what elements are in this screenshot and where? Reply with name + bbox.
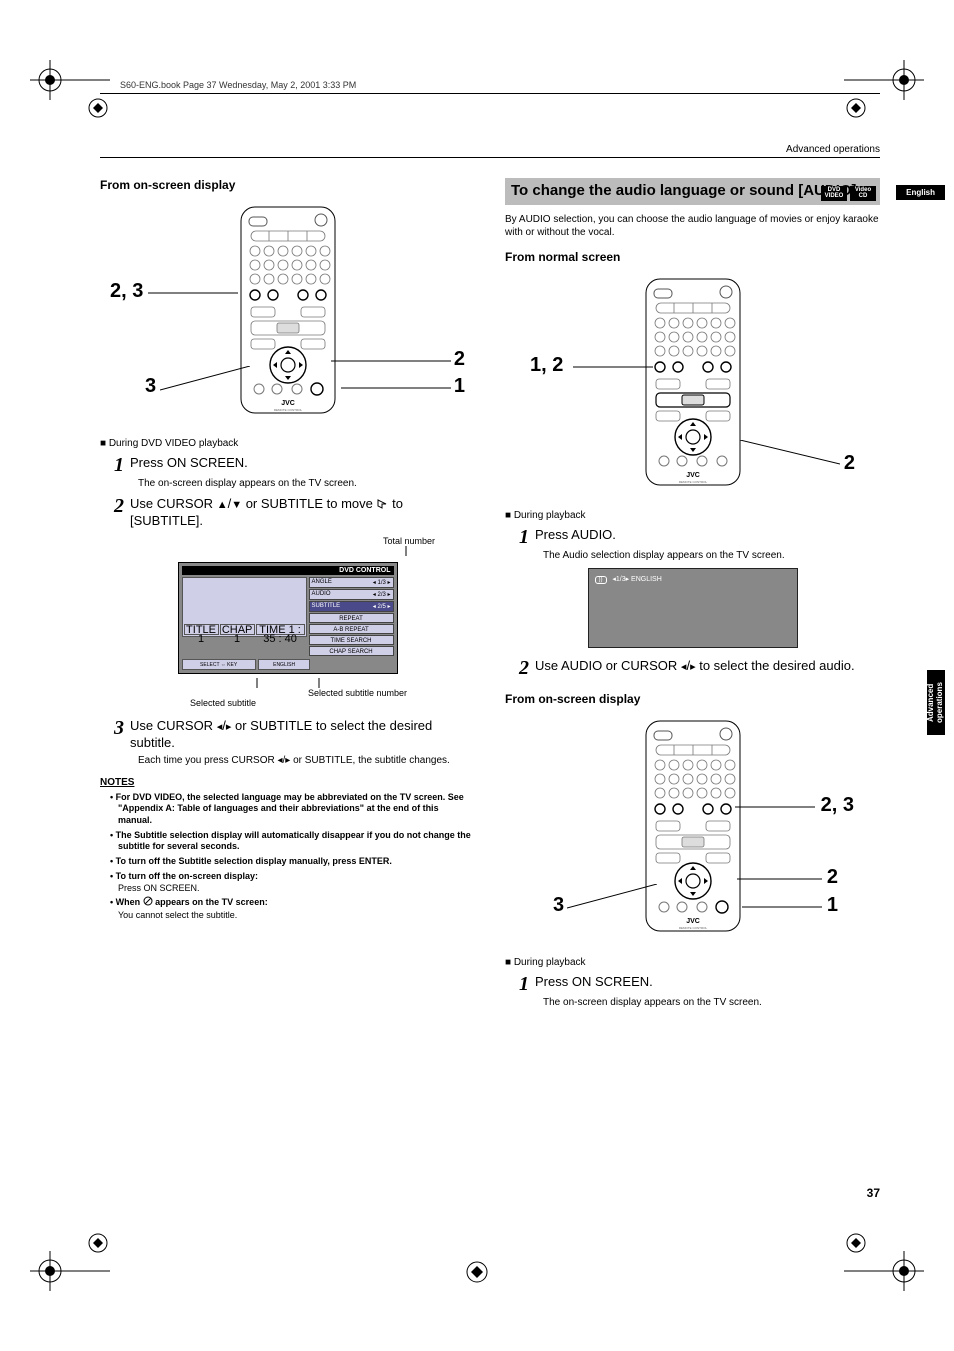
note: • When appears on the TV screen:: [110, 896, 475, 909]
note-sub: You cannot select the subtitle.: [118, 910, 475, 920]
video-cd-badge: Video CD: [850, 186, 876, 201]
book-header: S60-ENG.book Page 37 Wednesday, May 2, 2…: [100, 80, 880, 94]
remote-figure-3: JVC REMOTE CONTROL 2, 3 2 1 3: [505, 714, 880, 939]
svg-text:REMOTE CONTROL: REMOTE CONTROL: [678, 480, 707, 484]
callout: 1: [827, 894, 838, 917]
section-title: From on-screen display: [505, 692, 880, 706]
section-title: From on-screen display: [100, 178, 475, 192]
page-number: 37: [867, 1186, 880, 1200]
note: • To turn off the on-screen display:: [110, 871, 475, 883]
step-sub: The on-screen display appears on the TV …: [543, 996, 880, 1009]
running-head: Advanced operations: [100, 144, 880, 158]
note: • To turn off the Subtitle selection dis…: [110, 856, 475, 868]
right-column: To change the audio language or sound [A…: [505, 178, 880, 1015]
context-heading: ■ During playback: [505, 957, 880, 968]
step-1: 1 Press AUDIO.: [519, 527, 880, 547]
crop-mark: [462, 1257, 492, 1287]
step-number: 1: [519, 974, 529, 994]
osd-header: DVD CONTROL: [182, 566, 394, 575]
dvd-video-badge: DVD VIDEO: [821, 186, 847, 201]
callout: 3: [145, 375, 156, 398]
intro-text: By AUDIO selection, you can choose the a…: [505, 213, 880, 240]
note: • The Subtitle selection display will au…: [110, 830, 475, 853]
svg-text:JVC: JVC: [686, 472, 700, 479]
audio-osd: )) ◂1/3▸ ENGLISH: [588, 568, 798, 648]
note: • For DVD VIDEO, the selected language m…: [110, 792, 475, 827]
left-column: From on-screen display: [100, 178, 475, 1015]
callout: 1: [454, 375, 465, 398]
note-sub: Press ON SCREEN.: [118, 883, 475, 893]
section-title: From normal screen: [505, 250, 880, 264]
remote-figure-1: JVC REMOTE CONTROL 2, 3 3 2 1: [100, 200, 475, 420]
callout: 2: [827, 866, 838, 889]
svg-text:REMOTE CONTROL: REMOTE CONTROL: [678, 926, 707, 930]
step-2: 2 Use CURSOR ▲/▼ or SUBTITLE to move to …: [114, 496, 475, 530]
step-text: Press ON SCREEN.: [535, 974, 653, 991]
step-1: 1 Press ON SCREEN.: [114, 455, 475, 475]
feature-title: To change the audio language or sound [A…: [505, 178, 880, 205]
callout: 3: [553, 894, 564, 917]
crop-mark: [844, 1231, 924, 1291]
step-1b: 1 Press ON SCREEN.: [519, 974, 880, 994]
step-number: 3: [114, 718, 124, 738]
section-tab: Advanced operations: [927, 670, 945, 735]
crop-mark: [30, 1231, 110, 1291]
callout: 2: [844, 452, 855, 475]
step-text: Use CURSOR ◂/▸ or SUBTITLE to select the…: [130, 718, 475, 752]
caption: Selected subtitle: [190, 698, 475, 708]
step-3: 3 Use CURSOR ◂/▸ or SUBTITLE to select t…: [114, 718, 475, 752]
svg-text:JVC: JVC: [281, 400, 295, 407]
remote-figure-2: JVC REMOTE CONTROL 1, 2 2: [505, 272, 880, 492]
callout: 2, 3: [110, 280, 143, 303]
step-number: 1: [519, 527, 529, 547]
language-badge: English: [896, 185, 945, 200]
svg-text:JVC: JVC: [686, 918, 700, 925]
crop-mark: [30, 60, 110, 120]
step-text: Press AUDIO.: [535, 527, 616, 544]
svg-text:REMOTE CONTROL: REMOTE CONTROL: [273, 408, 302, 412]
callout: 2, 3: [821, 794, 854, 817]
step-sub: The on-screen display appears on the TV …: [138, 477, 475, 490]
callout: 2: [454, 348, 465, 371]
step-text: Use CURSOR ▲/▼ or SUBTITLE to move to [S…: [130, 496, 475, 530]
notes-heading: NOTES: [100, 777, 475, 788]
caption: Selected subtitle number: [240, 688, 475, 698]
step-sub: Each time you press CURSOR ◂/▸ or SUBTIT…: [138, 754, 475, 767]
step-number: 2: [519, 658, 529, 678]
step-text: Press ON SCREEN.: [130, 455, 248, 472]
step-sub: The Audio selection display appears on t…: [543, 549, 880, 562]
step-text: Use AUDIO or CURSOR ◂/▸ to select the de…: [535, 658, 855, 675]
dvd-control-osd: DVD CONTROL TITLE 1 CHAP 1 TIME 1 : 35 :…: [178, 562, 398, 674]
callout: 1, 2: [530, 354, 563, 377]
caption: Total number: [100, 536, 475, 546]
step-number: 2: [114, 496, 124, 516]
context-heading: ■ During playback: [505, 510, 880, 521]
step-2: 2 Use AUDIO or CURSOR ◂/▸ to select the …: [519, 658, 880, 678]
step-number: 1: [114, 455, 124, 475]
context-heading: ■ During DVD VIDEO playback: [100, 438, 475, 449]
